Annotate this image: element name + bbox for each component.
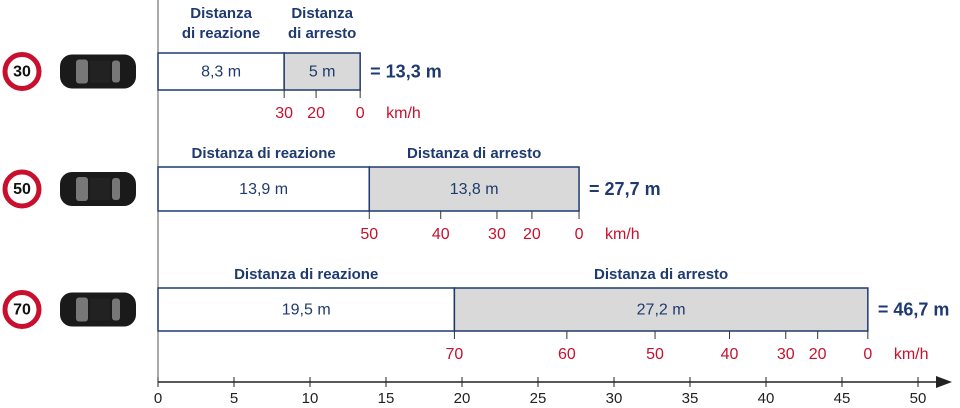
- total-label: = 13,3 m: [370, 61, 442, 81]
- bar-segment: [453, 287, 869, 332]
- series-label-line: Distanza: [291, 5, 353, 22]
- bar-segment: [283, 52, 361, 91]
- x-tick-label: 20: [454, 390, 471, 407]
- car-roof: [90, 298, 110, 321]
- car-windshield: [76, 59, 88, 84]
- series-label-line: Distanza: [190, 5, 252, 22]
- x-tick-label: 5: [230, 390, 238, 407]
- car-rear-window: [112, 298, 120, 321]
- car-windshield: [76, 177, 88, 201]
- bar-segment: [157, 52, 285, 91]
- bar-value-label: 27,2 m: [637, 302, 686, 319]
- speed-tick-label: 70: [446, 346, 464, 363]
- speed-tick-label: 20: [523, 226, 541, 243]
- x-tick-label: 0: [154, 390, 162, 407]
- total-label: = 46,7 m: [878, 299, 950, 319]
- speed-unit: km/h: [605, 226, 640, 243]
- speed-sign: [2, 290, 42, 329]
- axis-arrow: [936, 376, 952, 388]
- total-label: = 27,7 m: [589, 179, 661, 199]
- series-label: Distanza di reazione: [234, 266, 378, 283]
- car-windshield: [76, 297, 88, 322]
- speed-unit: km/h: [386, 105, 421, 122]
- speed-tick-label: 0: [356, 105, 365, 122]
- car-roof: [90, 60, 110, 83]
- x-tick-label: 10: [302, 390, 319, 407]
- speed-tick-label: 20: [307, 105, 325, 122]
- speed-unit: km/h: [894, 346, 929, 363]
- speed-tick-label: 40: [721, 346, 739, 363]
- series-label: Distanza di arresto: [407, 145, 541, 162]
- speed-tick-label: 60: [558, 346, 576, 363]
- speed-sign: [2, 169, 42, 209]
- x-tick-label: 25: [530, 390, 547, 407]
- series-label-line: di reazione: [182, 25, 260, 42]
- speed-tick-label: 50: [360, 226, 378, 243]
- bar-value-label: 8,3 m: [201, 64, 241, 81]
- car-rear-window: [112, 60, 120, 83]
- x-tick-label: 15: [378, 390, 395, 407]
- speed-tick-label: 30: [275, 105, 293, 122]
- bar-value-label: 13,9 m: [239, 181, 288, 198]
- speed-tick-label: 30: [777, 346, 795, 363]
- speed-tick-label: 40: [432, 226, 450, 243]
- x-tick-label: 35: [682, 390, 699, 407]
- speed-sign-label: 70: [13, 302, 31, 319]
- bar-value-label: 19,5 m: [282, 302, 331, 319]
- speed-tick-label: 20: [809, 346, 827, 363]
- speed-sign-label: 50: [13, 181, 31, 198]
- speed-sign-label: 30: [13, 64, 31, 81]
- speed-sign: [2, 52, 42, 91]
- series-label: Distanza di reazione: [192, 145, 336, 162]
- speed-tick-label: 50: [646, 346, 664, 363]
- bar-segment: [368, 166, 580, 212]
- x-tick-label: 30: [606, 390, 623, 407]
- bar-segment: [157, 287, 456, 332]
- x-tick-label: 45: [834, 390, 851, 407]
- car-roof: [90, 178, 110, 200]
- series-label: Distanza di arresto: [594, 266, 728, 283]
- series-label: Distanza di reazione: [182, 5, 260, 42]
- speed-tick-label: 0: [863, 346, 872, 363]
- bar-value-label: 5 m: [309, 64, 336, 81]
- bar-segment: [157, 166, 371, 212]
- speed-tick-label: 30: [488, 226, 506, 243]
- x-tick-label: 50: [910, 390, 927, 407]
- x-tick-label: 40: [758, 390, 775, 407]
- bar-value-label: 13,8 m: [450, 181, 499, 198]
- series-label: Distanza di arresto: [288, 5, 356, 42]
- speed-tick-label: 0: [575, 226, 584, 243]
- series-label-line: di arresto: [288, 25, 356, 42]
- car-rear-window: [112, 178, 120, 200]
